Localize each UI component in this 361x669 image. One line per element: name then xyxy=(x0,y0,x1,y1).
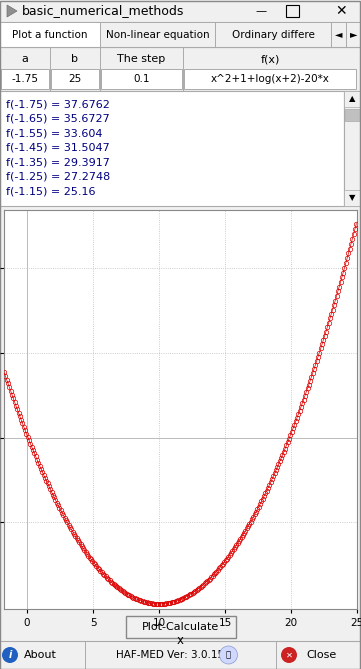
Bar xyxy=(126,616,235,638)
Bar xyxy=(331,22,346,47)
Text: a: a xyxy=(22,54,29,64)
Text: Plot a function: Plot a function xyxy=(12,29,88,39)
Bar xyxy=(51,69,99,89)
Circle shape xyxy=(2,647,18,663)
Text: 25: 25 xyxy=(68,74,82,84)
Text: f(-1.15) = 25.16: f(-1.15) = 25.16 xyxy=(6,187,96,197)
Text: ◄: ◄ xyxy=(335,29,342,39)
Bar xyxy=(0,22,100,47)
Text: f(-1.75) = 37.6762: f(-1.75) = 37.6762 xyxy=(6,99,110,109)
Text: The step: The step xyxy=(117,54,166,64)
Bar xyxy=(100,22,215,47)
Text: f(-1.45) = 31.5047: f(-1.45) = 31.5047 xyxy=(6,143,110,153)
Text: ►: ► xyxy=(350,29,357,39)
Bar xyxy=(344,91,361,206)
Text: x^2+1+log(x+2)-20*x: x^2+1+log(x+2)-20*x xyxy=(210,74,330,84)
Text: Close: Close xyxy=(306,650,336,660)
X-axis label: x: x xyxy=(177,634,184,646)
Text: ▲: ▲ xyxy=(349,94,356,104)
Bar xyxy=(344,190,361,206)
Text: ✕: ✕ xyxy=(286,650,292,660)
Text: About: About xyxy=(24,650,57,660)
Text: Ordinary differe: Ordinary differe xyxy=(231,29,314,39)
Text: -1.75: -1.75 xyxy=(12,74,39,84)
Text: ▼: ▼ xyxy=(349,193,356,203)
Circle shape xyxy=(219,646,238,664)
Bar xyxy=(0,22,361,47)
Text: b: b xyxy=(71,54,78,64)
Text: 🏛: 🏛 xyxy=(226,650,231,660)
Bar xyxy=(344,91,361,107)
Text: HAF-MED Ver: 3.0.15: HAF-MED Ver: 3.0.15 xyxy=(117,650,225,660)
Bar xyxy=(215,22,331,47)
Bar xyxy=(286,5,299,17)
Bar xyxy=(1,69,49,89)
Bar xyxy=(184,69,356,89)
Bar xyxy=(0,47,361,91)
Bar xyxy=(0,641,361,669)
Polygon shape xyxy=(7,5,17,17)
Bar xyxy=(0,91,344,206)
Text: 0.1: 0.1 xyxy=(133,74,150,84)
Text: f(-1.55) = 33.604: f(-1.55) = 33.604 xyxy=(6,128,103,138)
Text: i: i xyxy=(8,650,12,660)
Text: f(x): f(x) xyxy=(260,54,280,64)
Text: —: — xyxy=(256,6,266,16)
Bar xyxy=(345,109,360,121)
Bar xyxy=(346,22,361,47)
Text: ✕: ✕ xyxy=(335,4,347,18)
Text: f(-1.25) = 27.2748: f(-1.25) = 27.2748 xyxy=(6,172,110,182)
Bar xyxy=(0,0,361,22)
Text: basic_numerical_methods: basic_numerical_methods xyxy=(22,5,184,17)
Bar xyxy=(101,69,182,89)
Circle shape xyxy=(281,647,297,663)
Text: f(-1.65) = 35.6727: f(-1.65) = 35.6727 xyxy=(6,114,110,124)
Text: Non-linear equation: Non-linear equation xyxy=(106,29,209,39)
Text: Plot-Calculate: Plot-Calculate xyxy=(142,622,219,632)
Text: f(-1.35) = 29.3917: f(-1.35) = 29.3917 xyxy=(6,157,110,167)
